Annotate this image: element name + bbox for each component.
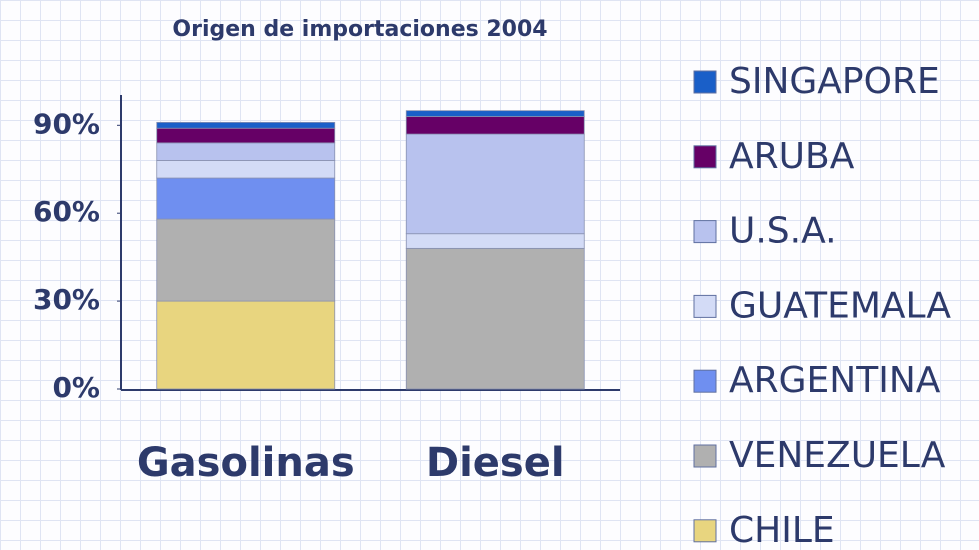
legend-label: ARGENTINA (729, 360, 941, 401)
bar-segment (156, 218, 336, 302)
x-tick-label: Gasolinas (137, 440, 355, 486)
legend-swatch (693, 145, 717, 169)
bar-segment (156, 121, 336, 129)
legend-label: VENEZUELA (729, 435, 946, 476)
bar-segment (405, 133, 585, 235)
y-tick-label: 60% (33, 195, 100, 228)
y-tick-label: 0% (52, 371, 100, 404)
legend-swatch (693, 369, 717, 393)
legend-label: ARUBA (729, 136, 855, 177)
bar-segment (156, 127, 336, 144)
x-tick-label: Diesel (426, 440, 565, 486)
bar-segment (405, 247, 585, 390)
chart-title: Origen de importaciones 2004 (172, 17, 547, 42)
legend-label: CHILE (729, 510, 835, 550)
legend-swatch (693, 444, 717, 468)
legend-swatch (693, 519, 717, 543)
bar-segment (405, 233, 585, 249)
legend-label: U.S.A. (729, 211, 837, 252)
legend-label: SINGAPORE (729, 61, 940, 102)
legend-label: GUATEMALA (729, 285, 951, 326)
bar-segment (405, 110, 585, 117)
bar-segment (156, 142, 336, 161)
bar-segment (156, 160, 336, 179)
y-tick-label: 30% (33, 283, 100, 316)
bar-segment (156, 300, 336, 390)
legend-swatch (693, 220, 717, 244)
y-tick-label: 90% (33, 107, 100, 140)
bar-segment (156, 177, 336, 220)
legend-swatch (693, 294, 717, 318)
legend-swatch (693, 70, 717, 94)
bar-segment (405, 116, 585, 135)
